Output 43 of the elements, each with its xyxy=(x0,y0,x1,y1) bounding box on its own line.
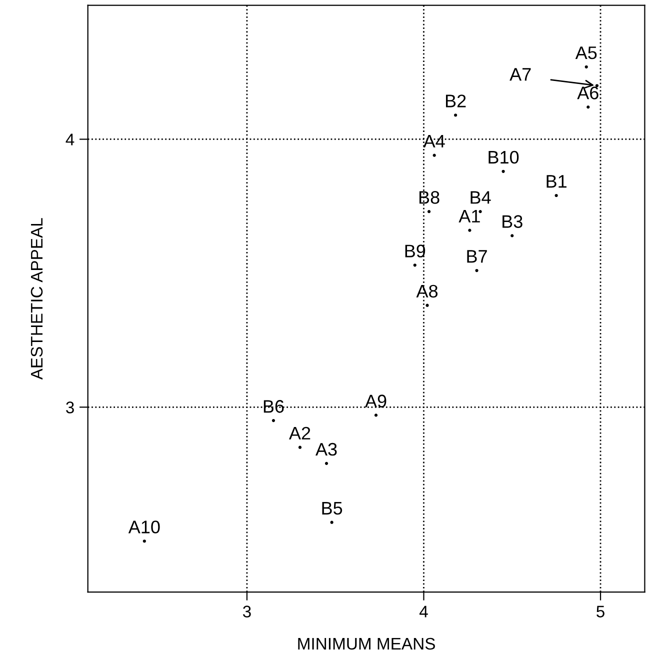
data-label: B10 xyxy=(488,150,519,164)
point xyxy=(426,304,429,307)
point xyxy=(584,65,588,68)
data-label: B3 xyxy=(502,215,522,228)
point xyxy=(586,106,590,109)
data-label: A4 xyxy=(423,134,445,148)
annotation: A7 xyxy=(510,68,531,81)
x-tick-label: 3 xyxy=(242,606,251,618)
data-label: B7 xyxy=(467,250,487,263)
data-label: A3 xyxy=(316,442,337,456)
point xyxy=(427,210,431,214)
data-label: B1 xyxy=(546,175,566,188)
point xyxy=(432,154,436,157)
data-label: A10 xyxy=(128,520,160,534)
data-label: B5 xyxy=(322,502,342,515)
point xyxy=(502,170,505,173)
point xyxy=(454,114,458,117)
data-label: A6 xyxy=(577,86,598,100)
data-label: A1 xyxy=(458,210,480,222)
point xyxy=(324,462,328,465)
point xyxy=(468,228,472,232)
x-axis-title: MINIMUM MEANS xyxy=(298,638,435,650)
point xyxy=(413,264,416,267)
data-label: A2 xyxy=(288,426,310,440)
x-tick-label: 4 xyxy=(419,606,428,618)
data-label: B6 xyxy=(264,400,284,413)
point xyxy=(272,419,276,422)
point xyxy=(374,414,378,417)
data-label: B4 xyxy=(470,191,491,204)
data-label: B2 xyxy=(446,94,466,108)
point xyxy=(510,234,514,238)
data-label: A5 xyxy=(575,46,597,60)
point xyxy=(475,268,478,272)
data-label: A8 xyxy=(416,284,438,298)
x-tick-label: 5 xyxy=(596,606,604,618)
data-label: B8 xyxy=(419,191,440,204)
point xyxy=(554,194,558,198)
data-label: B9 xyxy=(405,244,426,258)
point xyxy=(330,520,334,524)
data-label: A9 xyxy=(365,394,386,408)
y-axis-title: AESTHETIC APPEAL xyxy=(30,218,43,380)
point xyxy=(298,446,302,449)
point xyxy=(142,540,146,543)
